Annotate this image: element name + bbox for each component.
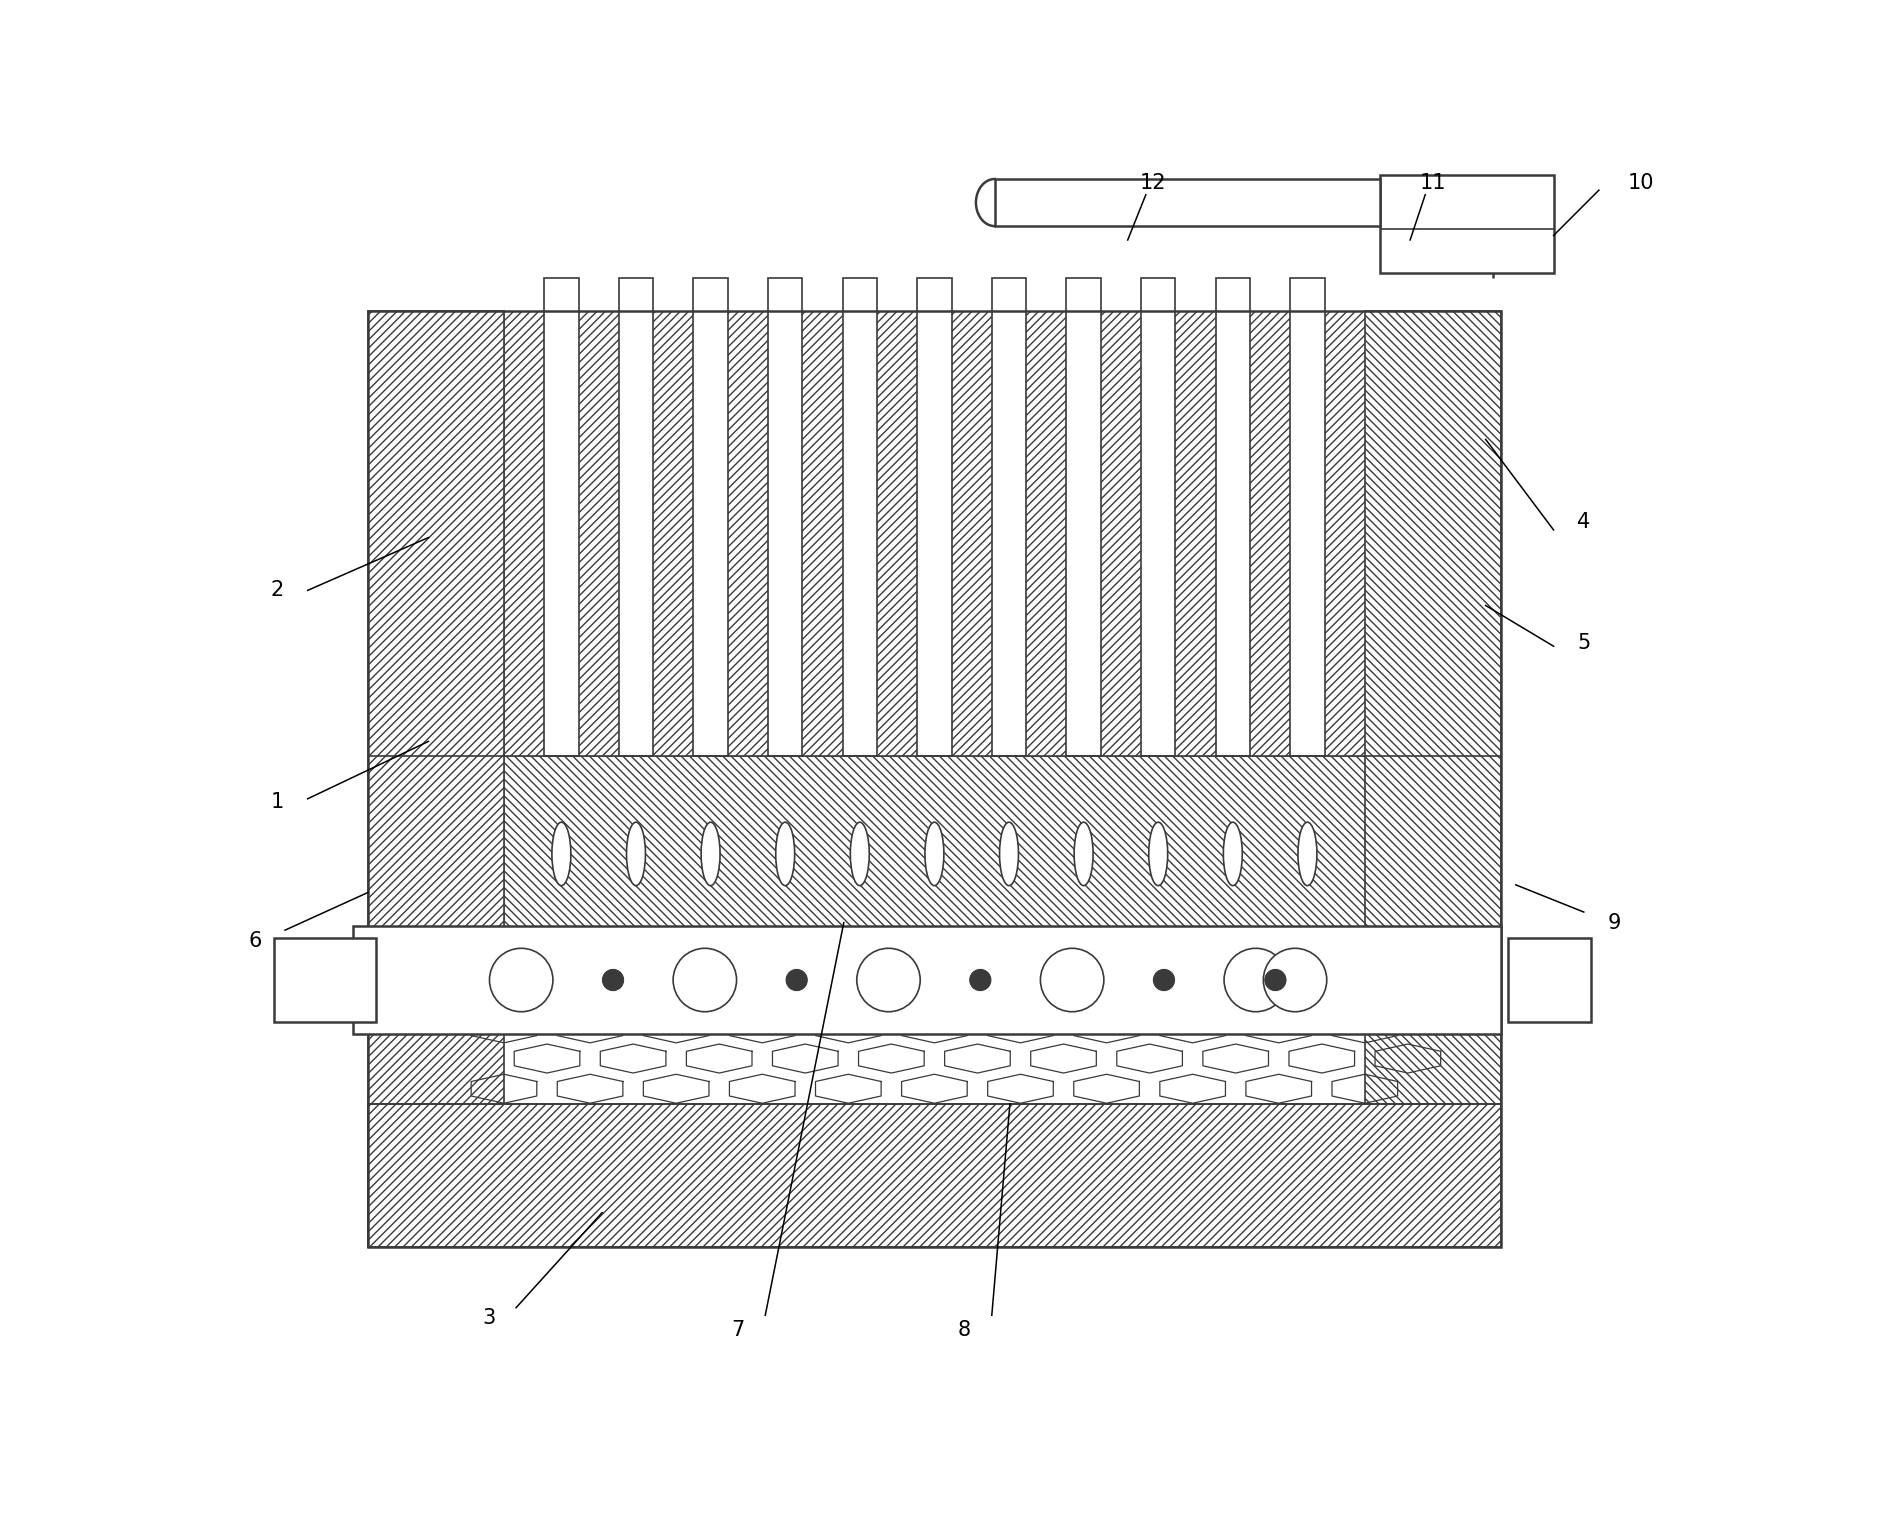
Ellipse shape — [924, 822, 943, 885]
Circle shape — [1152, 970, 1173, 991]
Ellipse shape — [774, 822, 793, 885]
Circle shape — [1224, 949, 1287, 1012]
Ellipse shape — [626, 822, 645, 885]
Text: 1: 1 — [271, 791, 285, 812]
Circle shape — [672, 949, 736, 1012]
Bar — [995, 179, 1380, 225]
Text: 5: 5 — [1577, 634, 1591, 654]
Text: 3: 3 — [482, 1309, 495, 1328]
Ellipse shape — [1074, 822, 1093, 885]
Text: 4: 4 — [1577, 513, 1591, 533]
Bar — [767, 278, 803, 756]
Bar — [503, 312, 1365, 756]
Bar — [503, 756, 1365, 926]
Bar — [1289, 278, 1325, 756]
Circle shape — [1262, 949, 1327, 1012]
Circle shape — [970, 970, 991, 991]
Circle shape — [490, 949, 552, 1012]
Ellipse shape — [1222, 822, 1241, 885]
Circle shape — [856, 949, 921, 1012]
Circle shape — [1040, 949, 1103, 1012]
Bar — [1215, 278, 1249, 756]
Text: 11: 11 — [1420, 172, 1444, 192]
Bar — [1507, 938, 1591, 1023]
Circle shape — [602, 970, 623, 991]
Bar — [275, 938, 376, 1023]
Bar — [1067, 278, 1101, 756]
Text: 9: 9 — [1606, 912, 1619, 932]
Text: 2: 2 — [271, 581, 285, 601]
Bar — [991, 278, 1025, 756]
Text: 12: 12 — [1139, 172, 1165, 192]
Bar — [1380, 176, 1553, 274]
Ellipse shape — [1148, 822, 1167, 885]
Bar — [917, 278, 951, 756]
Ellipse shape — [552, 822, 571, 885]
Bar — [545, 278, 579, 756]
Text: 6: 6 — [249, 930, 262, 950]
Bar — [368, 312, 1499, 1247]
Ellipse shape — [1296, 822, 1315, 885]
Text: 8: 8 — [957, 1321, 970, 1341]
Bar — [353, 926, 1499, 1035]
Bar — [843, 278, 877, 756]
Bar — [619, 278, 653, 756]
Bar — [693, 278, 727, 756]
Ellipse shape — [998, 822, 1017, 885]
Bar — [368, 312, 503, 1247]
Bar — [1365, 312, 1499, 1247]
Text: 10: 10 — [1627, 172, 1653, 192]
Bar — [1141, 278, 1175, 756]
Ellipse shape — [700, 822, 719, 885]
Circle shape — [1264, 970, 1285, 991]
Bar — [368, 1104, 1499, 1247]
Circle shape — [786, 970, 807, 991]
Text: 7: 7 — [731, 1321, 744, 1341]
Ellipse shape — [850, 822, 869, 885]
